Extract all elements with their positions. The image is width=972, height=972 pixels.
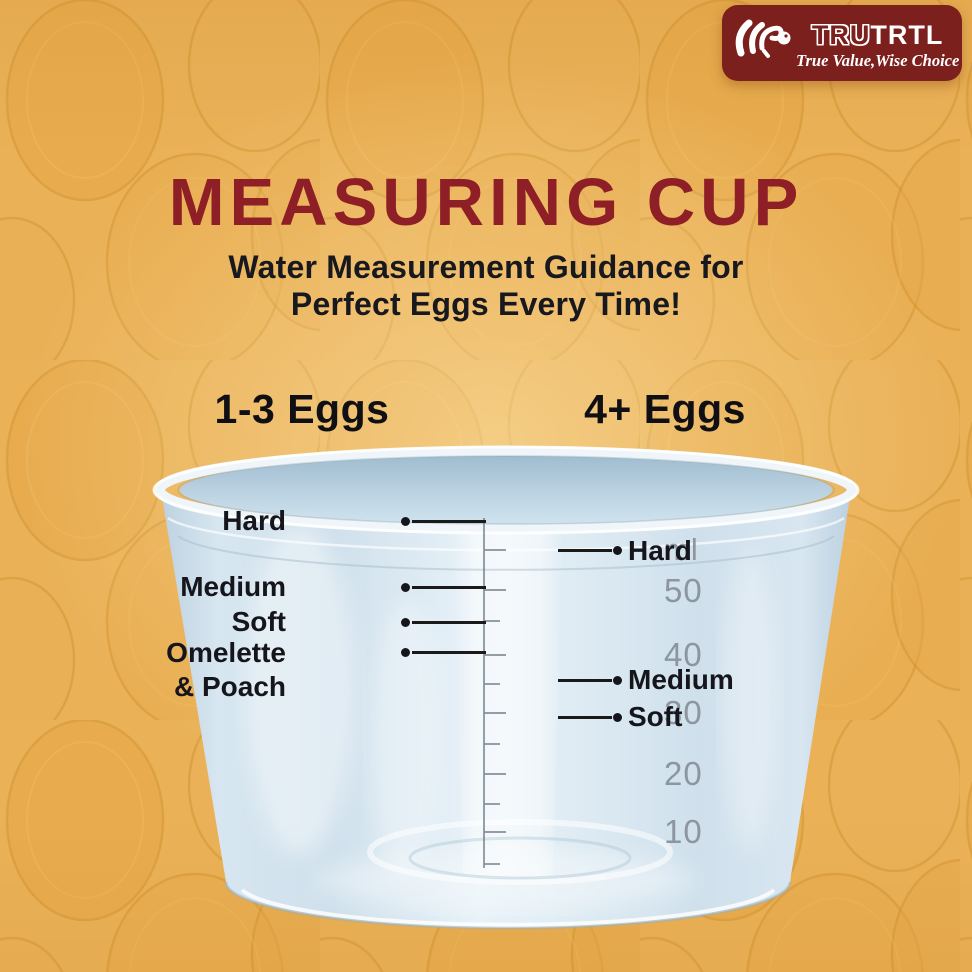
brand-logo: TRU TRTL True Value,Wise Choice [722, 5, 962, 81]
left-hard-dot [401, 517, 410, 526]
right-medium-line [558, 679, 612, 682]
right-medium-dot [613, 676, 622, 685]
left-medium-line [412, 586, 486, 589]
page-subtitle: Water Measurement Guidance for Perfect E… [0, 249, 972, 323]
scale-value-10: 10 [664, 813, 703, 850]
right-label-medium: Medium [628, 664, 734, 695]
right-soft-dot [613, 713, 622, 722]
left-label-hard: Hard [222, 505, 286, 536]
right-hard-dot [613, 546, 622, 555]
left-label-medium: Medium [180, 571, 286, 602]
scale-unit-label: ml [664, 532, 699, 567]
left-hard-line [412, 520, 486, 523]
scale-value-40: 40 [664, 636, 703, 673]
scale-value-30: 30 [664, 694, 703, 731]
scale-value-20: 20 [664, 755, 703, 792]
left-label-soft: Soft [231, 606, 286, 637]
left-omelette-line [412, 651, 486, 654]
brand-text-block: TRU TRTL True Value,Wise Choice [796, 20, 959, 71]
column-header-1-3-eggs: 1-3 Eggs [214, 386, 390, 432]
subtitle-line-1: Water Measurement Guidance for [228, 249, 744, 285]
column-header-4plus-eggs: 4+ Eggs [584, 386, 746, 432]
omelette-line-1: Omelette [166, 637, 286, 668]
brand-tagline: True Value,Wise Choice [796, 50, 960, 70]
turtle-icon [735, 19, 791, 58]
brand-name: TRU TRTL [812, 20, 943, 50]
subtitle-line-2: Perfect Eggs Every Time! [290, 286, 682, 322]
left-label-omelette-poach: Omelette & Poach [166, 636, 286, 704]
right-label-soft: Soft [628, 701, 683, 732]
left-soft-dot [401, 618, 410, 627]
left-omelette-dot [401, 648, 410, 657]
right-hard-line [558, 549, 612, 552]
left-soft-line [412, 621, 486, 624]
scale-value-50: 50 [664, 572, 703, 609]
right-label-hard: Hard [628, 535, 692, 566]
brand-name-trtl: TRTL [870, 19, 944, 50]
measuring-cup-image [152, 445, 860, 930]
page-title: MEASURING CUP [168, 165, 804, 240]
measuring-cup: ml 50 40 30 20 10 Hard Medium Soft Omele… [150, 440, 860, 940]
right-soft-line [558, 716, 612, 719]
brand-name-tru: TRU [811, 19, 871, 50]
left-medium-dot [401, 583, 410, 592]
omelette-line-2: & Poach [173, 671, 286, 702]
